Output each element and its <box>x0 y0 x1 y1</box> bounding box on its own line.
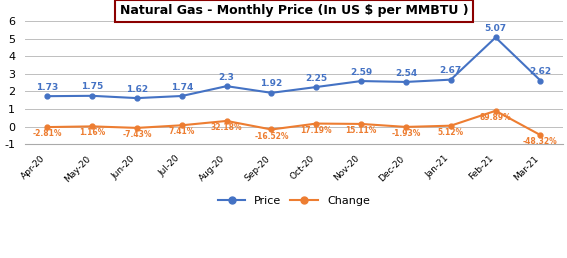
Text: 32.18%: 32.18% <box>211 123 243 132</box>
Text: -2.81%: -2.81% <box>32 129 62 138</box>
Text: -7.43%: -7.43% <box>122 130 152 139</box>
Text: 15.11%: 15.11% <box>345 126 377 135</box>
Text: -16.52%: -16.52% <box>254 132 289 141</box>
Text: 1.62: 1.62 <box>126 85 148 94</box>
Text: 2.3: 2.3 <box>219 73 235 82</box>
Text: 2.59: 2.59 <box>350 68 372 77</box>
Text: 2.62: 2.62 <box>530 67 552 76</box>
Text: 17.19%: 17.19% <box>301 126 332 135</box>
Text: 89.89%: 89.89% <box>480 113 511 122</box>
Text: -48.32%: -48.32% <box>523 137 558 146</box>
Text: 2.67: 2.67 <box>439 66 462 75</box>
Text: -1.93%: -1.93% <box>391 129 421 138</box>
Text: 1.73: 1.73 <box>36 83 58 92</box>
Text: 7.41%: 7.41% <box>168 127 195 136</box>
Text: 1.92: 1.92 <box>260 79 282 88</box>
Legend: Price, Change: Price, Change <box>213 191 374 210</box>
Text: 5.07: 5.07 <box>485 24 507 33</box>
Text: 5.12%: 5.12% <box>438 128 464 137</box>
Text: 1.74: 1.74 <box>171 83 193 92</box>
Text: 1.75: 1.75 <box>81 82 103 91</box>
Title: Natural Gas - Monthly Price (In US $ per MMBTU ): Natural Gas - Monthly Price (In US $ per… <box>120 4 468 17</box>
Text: 2.54: 2.54 <box>395 69 417 78</box>
Text: 1.16%: 1.16% <box>79 128 105 138</box>
Text: 2.25: 2.25 <box>305 74 327 83</box>
